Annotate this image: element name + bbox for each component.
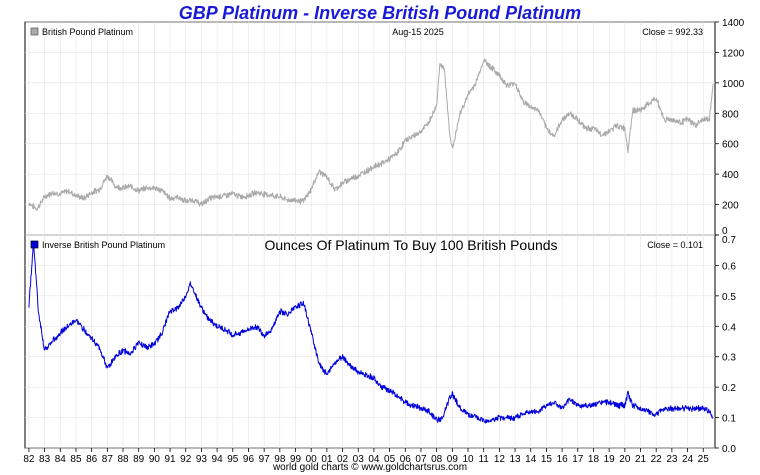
x-tick-label: 03 bbox=[353, 454, 365, 465]
bottom-legend-label: Inverse British Pound Platinum bbox=[42, 240, 165, 250]
chart-title: GBP Platinum - Inverse British Pound Pla… bbox=[178, 3, 582, 23]
footer-credit: world gold charts © www.goldchartsrus.co… bbox=[272, 462, 468, 473]
x-tick-label: 07 bbox=[415, 454, 427, 465]
y-tick-label: 0.6 bbox=[722, 261, 736, 272]
x-tick-label: 91 bbox=[164, 454, 176, 465]
x-tick-label: 12 bbox=[494, 454, 506, 465]
y-tick-label: 1200 bbox=[722, 48, 745, 59]
series-layer bbox=[28, 58, 714, 424]
y-tick-label: 0 bbox=[722, 226, 728, 237]
x-tick-label: 86 bbox=[86, 454, 98, 465]
x-tick-label: 13 bbox=[509, 454, 521, 465]
x-tick-label: 23 bbox=[666, 454, 678, 465]
x-tick-label: 17 bbox=[572, 454, 584, 465]
x-tick-label: 24 bbox=[682, 454, 694, 465]
bottom-panel-frame bbox=[24, 234, 716, 449]
x-tick-label: 82 bbox=[23, 454, 35, 465]
x-tick-label: 04 bbox=[368, 454, 380, 465]
y-tick-label: 1000 bbox=[722, 79, 745, 90]
y-tick-label: 200 bbox=[722, 201, 739, 212]
x-tick-label: 01 bbox=[321, 454, 333, 465]
top-legend-swatch bbox=[30, 27, 39, 36]
x-tick-label: 18 bbox=[588, 454, 600, 465]
x-tick-label: 96 bbox=[243, 454, 255, 465]
y-tick-label: 400 bbox=[722, 170, 739, 181]
x-tick-label: 10 bbox=[462, 454, 474, 465]
bottom-close-label: Close = 0.101 bbox=[647, 240, 703, 250]
series-line-gbp-platinum bbox=[28, 58, 714, 211]
x-tick-label: 05 bbox=[384, 454, 396, 465]
y-tick-label: 0.2 bbox=[722, 383, 736, 394]
x-tick-label: 21 bbox=[635, 454, 647, 465]
y-tick-label: 800 bbox=[722, 109, 739, 120]
x-tick-label: 92 bbox=[180, 454, 192, 465]
y-tick-label: 0.1 bbox=[722, 414, 736, 425]
y-tick-label: 0.4 bbox=[722, 322, 736, 333]
x-tick-label: 11 bbox=[478, 454, 489, 465]
x-tick-label: 09 bbox=[447, 454, 459, 465]
bottom-subtitle: Ounces Of Platinum To Buy 100 British Po… bbox=[264, 237, 557, 253]
x-tick-label: 22 bbox=[651, 454, 663, 465]
x-tick-label: 97 bbox=[259, 454, 271, 465]
grid-layer bbox=[25, 21, 715, 449]
y-tick-label: 0.0 bbox=[722, 444, 736, 455]
axis-layer: 82 83 84 85 86 87 88 89 90 91 92 93 94 95 96 97 98 99 00 01… bbox=[23, 18, 744, 465]
y-tick-label: 0.7 bbox=[722, 235, 736, 246]
x-tick-label: 15 bbox=[541, 454, 553, 465]
x-tick-label: 83 bbox=[39, 454, 51, 465]
top-close-label: Close = 992.33 bbox=[642, 27, 703, 37]
x-tick-label: 87 bbox=[102, 454, 114, 465]
x-tick-label: 99 bbox=[290, 454, 302, 465]
x-tick-label: 19 bbox=[604, 454, 616, 465]
y-tick-label: 1400 bbox=[722, 18, 745, 29]
x-tick-label: 00 bbox=[306, 454, 318, 465]
y-tick-label: 600 bbox=[722, 140, 739, 151]
top-legend-label: British Pound Platinum bbox=[42, 27, 133, 37]
x-tick-label: 25 bbox=[698, 454, 710, 465]
x-tick-label: 20 bbox=[619, 454, 631, 465]
x-tick-label: 85 bbox=[70, 454, 82, 465]
y-tick-label: 0.5 bbox=[722, 292, 736, 303]
x-tick-label: 02 bbox=[337, 454, 349, 465]
x-tick-label: 94 bbox=[212, 454, 224, 465]
y-tick-label: 0.3 bbox=[722, 353, 736, 364]
series-line-inverse bbox=[28, 241, 714, 424]
x-tick-label: 06 bbox=[400, 454, 412, 465]
bottom-legend-swatch bbox=[30, 240, 39, 249]
x-tick-label: 14 bbox=[525, 454, 537, 465]
x-tick-label: 95 bbox=[227, 454, 239, 465]
x-tick-label: 08 bbox=[431, 454, 443, 465]
top-date-label: Aug-15 2025 bbox=[392, 27, 444, 37]
x-tick-label: 93 bbox=[196, 454, 208, 465]
x-tick-label: 90 bbox=[149, 454, 161, 465]
x-tick-label: 16 bbox=[557, 454, 569, 465]
x-tick-label: 98 bbox=[274, 454, 286, 465]
x-tick-label: 89 bbox=[133, 454, 145, 465]
x-tick-label: 84 bbox=[55, 454, 67, 465]
x-tick-label: 88 bbox=[117, 454, 129, 465]
